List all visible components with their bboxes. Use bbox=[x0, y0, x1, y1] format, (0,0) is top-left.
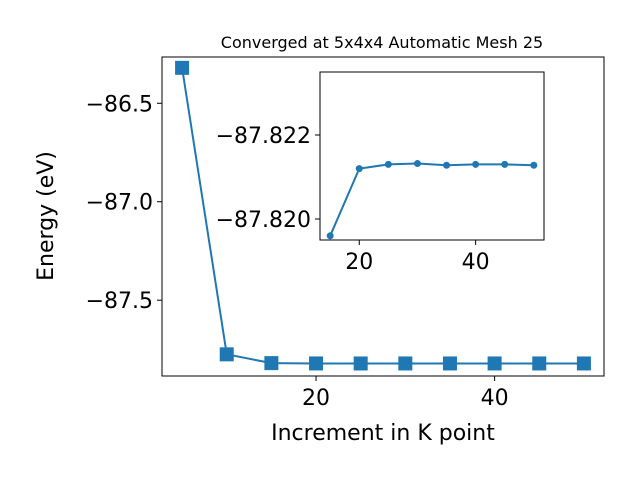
x-tick-label: 20 bbox=[345, 250, 373, 275]
data-point bbox=[472, 160, 480, 168]
data-point bbox=[309, 356, 324, 371]
main-series bbox=[175, 60, 591, 371]
x-axis-label: Increment in K point bbox=[271, 421, 495, 446]
data-point bbox=[384, 160, 392, 168]
inset-axes: 20 40 −87.822−87.820 bbox=[216, 71, 545, 275]
data-point bbox=[442, 356, 457, 371]
series-clip-group bbox=[175, 60, 591, 371]
inset-plot-frame bbox=[319, 71, 545, 241]
data-point bbox=[413, 160, 421, 168]
inset-series bbox=[326, 160, 538, 240]
data-point bbox=[576, 356, 591, 371]
main-y-ticks: −86.5 −87.0 −87.5 bbox=[86, 92, 162, 314]
y-axis-label: Energy (eV) bbox=[34, 151, 59, 281]
series-clip-group bbox=[326, 160, 538, 240]
data-point bbox=[501, 160, 509, 168]
data-point bbox=[353, 356, 368, 371]
data-point bbox=[175, 60, 190, 75]
data-point bbox=[264, 356, 279, 371]
inset-background bbox=[320, 72, 544, 240]
y-tick-label: −87.0 bbox=[86, 191, 153, 216]
x-tick-label: 40 bbox=[462, 250, 490, 275]
x-tick-label: 40 bbox=[481, 386, 509, 411]
data-point bbox=[398, 356, 413, 371]
main-x-ticks: 20 40 bbox=[302, 376, 509, 411]
data-point bbox=[443, 161, 451, 169]
data-point bbox=[326, 232, 334, 240]
main-axes: Converged at 5x4x4 Automatic Mesh 25 20 4… bbox=[34, 33, 605, 446]
chart-title: Converged at 5x4x4 Automatic Mesh 25 bbox=[221, 33, 543, 52]
inset-x-ticks: 20 40 bbox=[345, 240, 490, 275]
data-point bbox=[219, 347, 234, 362]
data-point bbox=[355, 165, 363, 173]
inset-y-ticks: −87.822 −87.820 bbox=[216, 124, 320, 233]
data-point bbox=[530, 161, 538, 169]
data-point bbox=[532, 356, 547, 371]
y-tick-label: −87.822 bbox=[216, 124, 311, 149]
series-line bbox=[181, 67, 584, 365]
y-tick-label: −87.5 bbox=[86, 289, 153, 314]
main-plot-frame bbox=[161, 56, 605, 377]
y-tick-label: −87.820 bbox=[216, 208, 311, 233]
y-tick-label: −86.5 bbox=[86, 92, 153, 117]
series-line bbox=[329, 162, 534, 237]
data-point bbox=[487, 356, 502, 371]
x-tick-label: 20 bbox=[302, 386, 330, 411]
